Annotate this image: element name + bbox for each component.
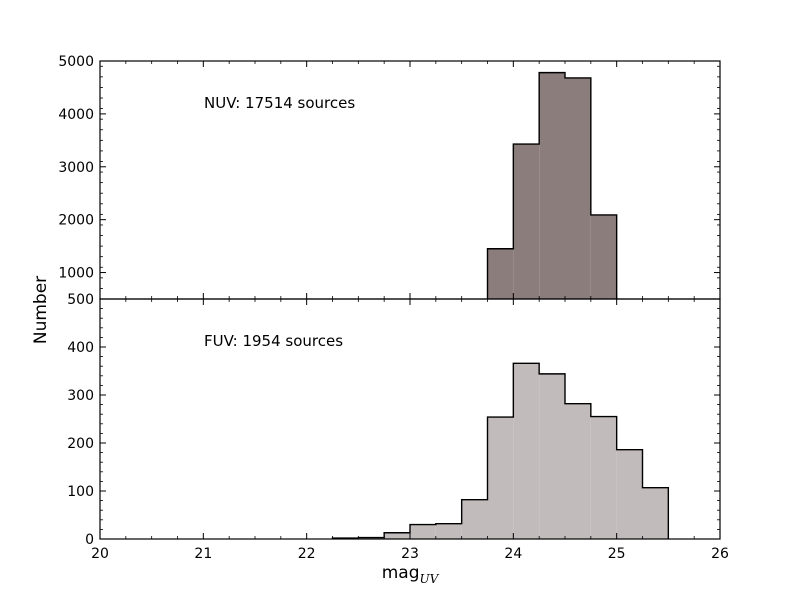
histogram-bar: [513, 144, 540, 299]
y-tick-label: 3000: [58, 160, 94, 176]
histogram-bar: [616, 449, 643, 539]
x-axis-label-main: mag: [382, 563, 420, 583]
histogram-bar: [590, 416, 617, 539]
histogram-bar: [513, 363, 540, 539]
y-tick-label: 2000: [58, 213, 94, 229]
histogram-bar: [384, 532, 410, 539]
x-axis-label: magUV: [382, 563, 440, 586]
y-tick-label: 0: [85, 532, 94, 548]
bars-group: [487, 72, 617, 300]
histogram-bar: [461, 499, 488, 539]
x-tick-label: 20: [91, 546, 109, 562]
histogram-bar: [358, 537, 385, 539]
x-tick-label: 22: [298, 546, 316, 562]
histogram-bar: [565, 403, 591, 539]
y-tick-label: 400: [67, 340, 94, 356]
panel-annotation: NUV: 17514 sources: [204, 94, 355, 112]
x-tick-label: 24: [504, 546, 522, 562]
y-tick-label: 500: [67, 292, 94, 308]
x-tick-labels: 20 21 22 23 24 25 26: [91, 546, 729, 562]
x-axis-label-subscript: UV: [420, 572, 440, 586]
histogram-bar: [642, 487, 669, 539]
y-tick-label: 300: [67, 388, 94, 404]
plot-frame: [99, 60, 721, 300]
histogram-bar: [539, 72, 565, 299]
histogram-outline: [486, 71, 618, 299]
histogram-bar: [565, 77, 591, 300]
y-tick-label: 5000: [58, 54, 94, 70]
y-tick-label: 200: [67, 436, 94, 452]
histogram-outline: [331, 362, 670, 539]
y-tick-label: 1000: [58, 266, 94, 282]
x-tick-label: 21: [194, 546, 212, 562]
histogram-bar: [590, 214, 617, 299]
y-axis-label: Number: [31, 276, 51, 344]
x-tick-label: 26: [711, 546, 729, 562]
histogram-bar: [487, 417, 514, 539]
bars-group: [332, 363, 669, 539]
histogram-panel-2: 0 100 200 300 400 FUV: 1954 sources: [67, 298, 721, 548]
histogram-bar: [410, 524, 436, 539]
histogram-panel-1: 500 1000 2000 3000 4000 5000 NUV: 17514 source…: [58, 54, 721, 308]
x-tick-label: 23: [401, 546, 419, 562]
histogram-bar: [435, 523, 462, 539]
x-tick-label: 25: [608, 546, 626, 562]
y-tick-label: 100: [67, 484, 94, 500]
histogram-bar: [487, 248, 514, 299]
histogram-bar: [539, 373, 565, 539]
y-tick-label: 4000: [58, 107, 94, 123]
panel-annotation: FUV: 1954 sources: [204, 332, 343, 350]
